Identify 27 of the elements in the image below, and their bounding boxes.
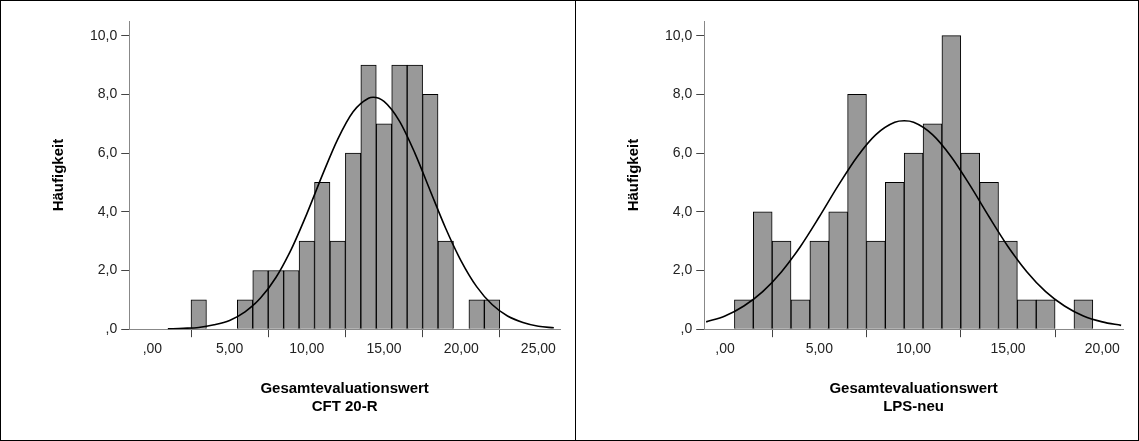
x-tick-label: 10,00	[289, 340, 325, 357]
x-tick-label: 20,00	[1084, 340, 1120, 357]
y-tick-label: 2,0	[97, 261, 118, 278]
x-tick-label: 25,00	[520, 340, 557, 357]
y-tick-label: 2,0	[672, 261, 693, 278]
y-axis-title: Häufigkeit	[624, 138, 642, 212]
y-tick-label: 10,0	[90, 26, 118, 43]
y-tick-label: 4,0	[672, 202, 693, 219]
y-tick-label: 4,0	[97, 202, 118, 219]
y-tick-label: 6,0	[672, 143, 693, 160]
y-axis-title: Häufigkeit	[49, 138, 67, 212]
x-axis-title: Gesamtevaluationswert LPS-neu	[829, 379, 998, 415]
x-tick-label: ,00	[715, 340, 735, 357]
y-tick-label: 6,0	[97, 143, 118, 160]
x-axis-title: Gesamtevaluationswert CFT 20-R	[260, 379, 429, 415]
y-tick-label: ,0	[105, 320, 118, 337]
x-tick-label: 15,00	[366, 340, 402, 357]
x-tick-label: 10,00	[896, 340, 932, 357]
x-tick-label: 5,00	[215, 340, 244, 357]
y-tick-label: 8,0	[672, 85, 693, 102]
x-tick-label: 5,00	[805, 340, 834, 357]
x-tick-label: 20,00	[443, 340, 479, 357]
x-tick-label: 15,00	[990, 340, 1026, 357]
y-tick-label: ,0	[680, 320, 693, 337]
y-tick-label: 10,0	[665, 26, 693, 43]
x-tick-label: ,00	[142, 340, 163, 357]
y-tick-label: 8,0	[97, 85, 118, 102]
